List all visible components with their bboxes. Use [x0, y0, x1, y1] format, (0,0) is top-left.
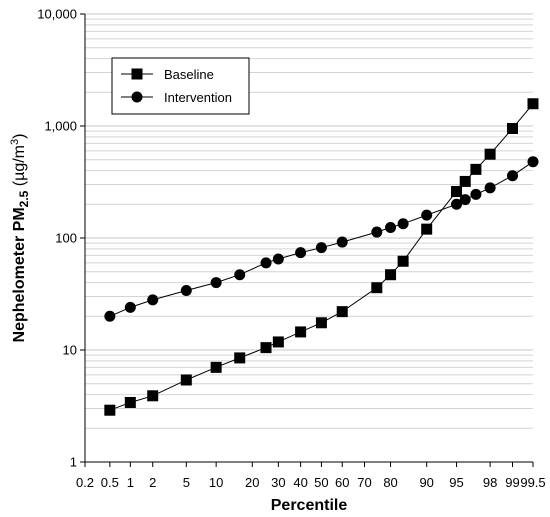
- y-tick-label: 10: [63, 343, 77, 358]
- y-axis-ticks: 1 10 100 1,000 10,000: [37, 7, 85, 470]
- data-point-intervention: [484, 182, 496, 194]
- y-axis-title-unit-superscript: 3: [9, 139, 21, 145]
- x-axis-ticks: 0.2 0.5 1 2 5 10 20 30 40 50 60 70 80 90 95 98 99 99.5: [76, 462, 546, 490]
- data-point-intervention: [371, 226, 383, 238]
- y-tick-label: 1: [70, 455, 77, 470]
- data-point-baseline: [507, 122, 519, 134]
- legend-baseline-label: Baseline: [164, 67, 214, 82]
- data-point-baseline: [234, 352, 246, 364]
- legend-intervention-marker: [131, 91, 143, 103]
- data-point-intervention: [295, 247, 307, 259]
- data-point-baseline: [397, 255, 409, 267]
- legend-intervention-label: Intervention: [164, 90, 232, 105]
- data-point-intervention: [385, 222, 397, 234]
- x-axis-title: Percentile: [271, 497, 348, 514]
- data-point-intervention: [210, 277, 222, 289]
- data-point-baseline: [421, 223, 433, 235]
- y-tick-label: 10,000: [37, 7, 77, 22]
- x-tick-label: 20: [245, 475, 259, 490]
- series-layer: [104, 98, 539, 416]
- data-point-intervention: [104, 310, 116, 322]
- y-axis-title-unit-open: (µg/m: [11, 145, 28, 191]
- x-tick-label: 0.2: [76, 475, 94, 490]
- data-point-intervention: [260, 257, 272, 269]
- legend-box: [111, 57, 250, 115]
- x-tick-label: 0.5: [101, 475, 119, 490]
- y-tick-label: 1,000: [44, 119, 77, 134]
- x-tick-label: 60: [335, 475, 349, 490]
- data-point-intervention: [147, 294, 159, 306]
- data-point-baseline: [459, 175, 471, 187]
- x-tick-label: 70: [357, 475, 371, 490]
- data-point-baseline: [315, 317, 327, 329]
- series-intervention: [104, 156, 539, 322]
- data-point-intervention: [527, 156, 539, 168]
- x-tick-label: 5: [183, 475, 190, 490]
- data-point-intervention: [180, 284, 192, 296]
- data-point-baseline: [260, 342, 272, 354]
- data-point-intervention: [470, 188, 482, 200]
- y-axis-title-main: Nephelometer PM: [11, 207, 28, 342]
- y-axis-title: Nephelometer PM2.5 (µg/m3): [9, 134, 31, 343]
- data-point-baseline: [371, 282, 383, 294]
- series-baseline: [104, 98, 539, 416]
- data-point-intervention: [421, 209, 433, 221]
- data-point-intervention: [272, 253, 284, 265]
- data-point-baseline: [210, 361, 222, 373]
- legend-baseline-marker: [131, 68, 143, 80]
- data-point-intervention: [315, 242, 327, 254]
- data-point-baseline: [104, 404, 116, 416]
- x-tick-label: 50: [314, 475, 328, 490]
- y-axis-title-unit-close: ): [11, 134, 28, 139]
- y-tick-label: 100: [55, 231, 77, 246]
- data-point-baseline: [336, 306, 348, 318]
- x-tick-label: 95: [449, 475, 463, 490]
- data-point-baseline: [470, 163, 482, 175]
- y-axis-title-subscript: 2.5: [17, 190, 31, 207]
- data-point-baseline: [180, 374, 192, 386]
- x-tick-label: 99.5: [520, 475, 545, 490]
- series-line-baseline: [109, 103, 534, 411]
- x-tick-label: 40: [293, 475, 307, 490]
- data-point-baseline: [124, 396, 136, 408]
- x-tick-label: 99: [505, 475, 519, 490]
- data-point-intervention: [397, 218, 409, 230]
- data-point-intervention: [507, 170, 519, 182]
- x-tick-label: 2: [149, 475, 156, 490]
- data-point-intervention: [124, 301, 136, 313]
- x-tick-label: 30: [271, 475, 285, 490]
- legend: Baseline Intervention: [111, 57, 250, 115]
- data-point-intervention: [234, 269, 246, 281]
- data-point-baseline: [147, 390, 159, 402]
- data-point-baseline: [295, 326, 307, 338]
- data-point-baseline: [451, 186, 463, 198]
- x-tick-label: 98: [483, 475, 497, 490]
- grid-lines: [85, 13, 533, 463]
- data-point-baseline: [272, 336, 284, 348]
- data-point-baseline: [527, 98, 539, 110]
- data-point-baseline: [484, 148, 496, 160]
- data-point-intervention: [459, 194, 471, 206]
- data-point-intervention: [336, 236, 348, 248]
- x-tick-label: 80: [383, 475, 397, 490]
- data-point-baseline: [385, 269, 397, 281]
- data-point-intervention: [451, 198, 463, 210]
- x-tick-label: 10: [209, 475, 223, 490]
- x-tick-label: 90: [419, 475, 433, 490]
- x-tick-label: 1: [127, 475, 134, 490]
